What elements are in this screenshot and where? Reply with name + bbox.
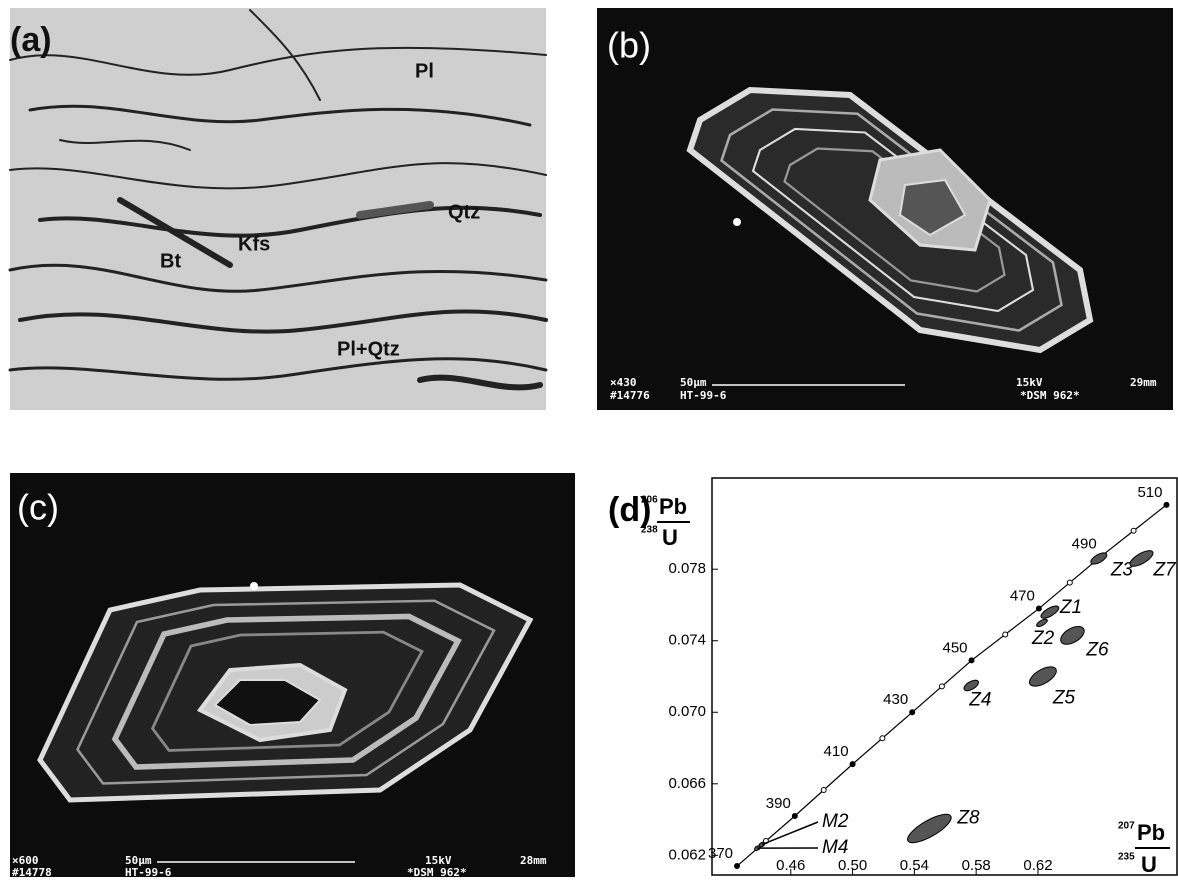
axis-label: U [1141,852,1157,877]
minor-age-marker [1067,580,1072,585]
sem-info: 50μm [680,376,707,389]
mineral-label: Qtz [448,201,480,223]
minor-age-marker [821,788,826,793]
sem-info: 15kV [1016,376,1043,389]
sem-info: 28mm [520,854,547,867]
axis-label: U [662,525,678,550]
age-marker [1163,502,1169,508]
analysis-label: Z7 [1152,559,1177,580]
x-tick-label: 0.50 [838,857,867,874]
error-ellipse [1026,663,1059,690]
panel-d: (d) 206 Pb 238 U 207 Pb 235 U 0.0620.066… [608,478,1177,877]
panel-b: (b) ×430 #14776 50μm HT-99-6 15kV 29mm *… [597,8,1173,410]
x-tick-label: 0.58 [962,857,991,874]
y-tick-label: 0.062 [668,846,706,863]
analysis-label: M2 [822,811,849,832]
y-tick-label: 0.074 [668,632,706,649]
analysis-label: Z2 [1031,628,1055,649]
panel-label: (a) [10,21,52,59]
age-label: 410 [824,743,849,760]
analysis-label: Z8 [956,808,980,829]
error-ellipse [1058,623,1087,648]
error-ellipse [904,809,955,848]
age-label: 450 [943,639,968,656]
leader-line [762,822,818,845]
x-tick-label: 0.46 [776,857,805,874]
y-tick-label: 0.066 [668,775,706,792]
speck [733,218,741,226]
sem-info: #14778 [12,866,52,879]
error-ellipse [1036,618,1049,628]
age-label: 510 [1137,484,1162,501]
age-label: 370 [708,845,733,862]
analysis-label: Z1 [1059,597,1082,618]
sem-info: HT-99-6 [680,389,727,402]
age-marker [850,761,856,767]
axis-label: Pb [1137,820,1165,845]
age-label: 490 [1072,536,1097,553]
x-tick-label: 0.62 [1023,857,1052,874]
age-label: 430 [883,691,908,708]
y-tick-label: 0.070 [668,703,706,720]
sem-info: HT-99-6 [125,866,172,879]
sem-info: *DSM 962* [1020,389,1080,402]
mineral-label: Pl [415,60,434,82]
sem-info: ×430 [610,376,637,389]
analysis-label: Z5 [1052,688,1076,709]
age-marker [1036,606,1042,612]
minor-age-marker [1131,528,1136,533]
minor-age-marker [939,684,944,689]
sem-info: *DSM 962* [407,866,467,879]
error-ellipse [1089,551,1108,567]
panel-c: (c) ×600 #14778 50μm HT-99-6 15kV 28mm *… [10,473,575,879]
age-marker [969,657,975,663]
panel-label: (b) [607,25,651,66]
panel-a: (a) Pl Qtz Kfs Bt Pl+Qtz [10,8,546,410]
axis-label-sup: 207 [1118,821,1135,832]
minor-age-marker [1003,632,1008,637]
y-tick-label: 0.078 [668,560,706,577]
age-label: 470 [1010,588,1035,605]
minor-age-marker [880,736,885,741]
analysis-label: Z6 [1085,639,1109,660]
axis-label-sub: 238 [641,525,658,536]
x-tick-label: 0.54 [900,857,929,874]
error-ellipse [1128,548,1155,570]
panel-label: (c) [17,487,59,528]
age-marker [792,813,798,819]
mineral-label: Bt [160,250,181,272]
age-label: 390 [766,795,791,812]
age-marker [734,863,740,869]
axis-label-sub: 235 [1118,852,1135,863]
figure: (a) Pl Qtz Kfs Bt Pl+Qtz (b) ×430 #14776… [0,0,1178,883]
axis-label: Pb [659,494,687,519]
mineral-label: Kfs [238,233,270,255]
analysis-label: Z4 [968,689,991,710]
age-marker [909,709,915,715]
sem-info: 29mm [1130,376,1157,389]
speck [250,582,258,590]
axis-label-sup: 206 [641,495,658,506]
mineral-label: Pl+Qtz [337,338,400,360]
sem-info: #14776 [610,389,650,402]
analysis-label: M4 [822,837,848,858]
